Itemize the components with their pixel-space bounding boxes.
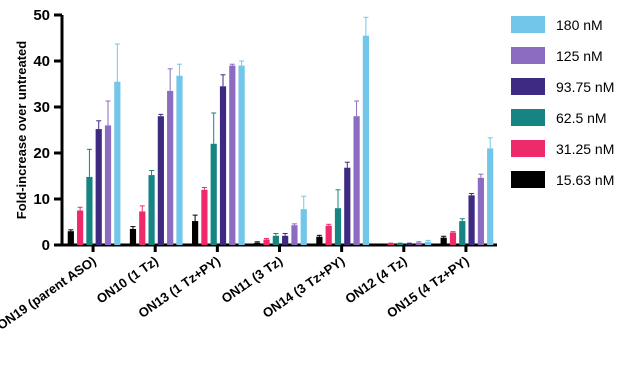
bar [229,65,236,245]
legend-label: 125 nM [556,48,603,64]
x-tick-label: ON19 (parent ASO) [0,253,99,333]
bar [316,236,323,245]
legend-swatch [511,171,545,188]
legend-label: 31.25 nM [556,141,614,157]
bar [254,242,261,245]
bar [362,35,369,246]
bar [148,175,155,245]
bar [210,143,217,245]
bar [459,221,466,245]
bar [129,228,137,245]
y-axis-label: Fold-increase over untreated [14,41,29,219]
bar [219,86,227,245]
bar [387,243,394,245]
bar [487,148,494,245]
bar [406,243,413,245]
bar [272,235,279,245]
legend-swatch [511,16,545,33]
y-tick-label: 20 [33,145,50,162]
bar [114,81,121,245]
bar [176,75,183,245]
y-tick-label: 40 [33,53,50,70]
bar [449,232,457,245]
y-tick-label: 0 [42,237,50,254]
bar [167,90,174,246]
bar [468,195,475,245]
bar [95,129,102,245]
legend-swatch [511,78,545,95]
legend-swatch [511,109,545,126]
bar [397,243,404,245]
bar [334,208,342,245]
bar [86,176,93,245]
bar [424,241,432,245]
legend-swatch [511,47,545,64]
bar [300,209,307,245]
bar [104,125,112,245]
bar [192,221,199,245]
bar [67,231,74,245]
legend-label: 93.75 nM [556,79,614,95]
y-tick-label: 30 [33,99,50,116]
bar [238,65,245,245]
bar [353,116,360,245]
bar [344,167,351,245]
bar [440,237,447,245]
bar [291,225,298,245]
bar [263,239,270,245]
bar [201,189,208,245]
bar [325,225,332,245]
bar [139,211,146,245]
legend-label: 15.63 nM [556,172,614,188]
y-tick-label: 10 [33,191,50,208]
bar [282,235,289,245]
bar [77,210,84,245]
legend-label: 62.5 nM [556,110,607,126]
legend: 180 nM 125 nM 93.75 nM 62.5 nM 31.25 nM 15.63… [511,16,614,188]
y-tick-label: 50 [33,7,50,24]
legend-label: 180 nM [556,17,603,33]
bar [477,177,484,245]
bar [415,242,422,245]
legend-swatch [511,140,545,157]
bar [157,116,164,245]
